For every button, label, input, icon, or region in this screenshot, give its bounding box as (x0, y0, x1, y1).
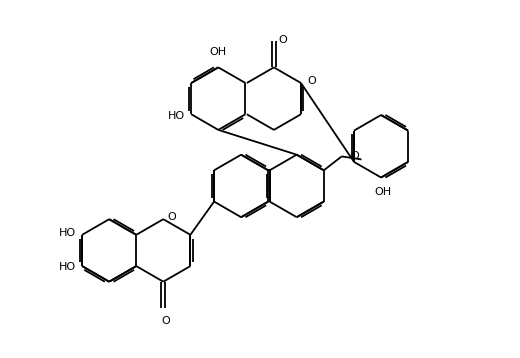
Text: O: O (279, 35, 288, 45)
Text: OH: OH (210, 48, 227, 57)
Text: O: O (350, 151, 359, 161)
Text: O: O (167, 212, 176, 222)
Text: HO: HO (168, 111, 185, 121)
Text: HO: HO (59, 262, 76, 272)
Text: O: O (307, 76, 316, 86)
Text: OH: OH (374, 188, 392, 197)
Text: HO: HO (59, 228, 76, 238)
Text: O: O (161, 316, 170, 326)
